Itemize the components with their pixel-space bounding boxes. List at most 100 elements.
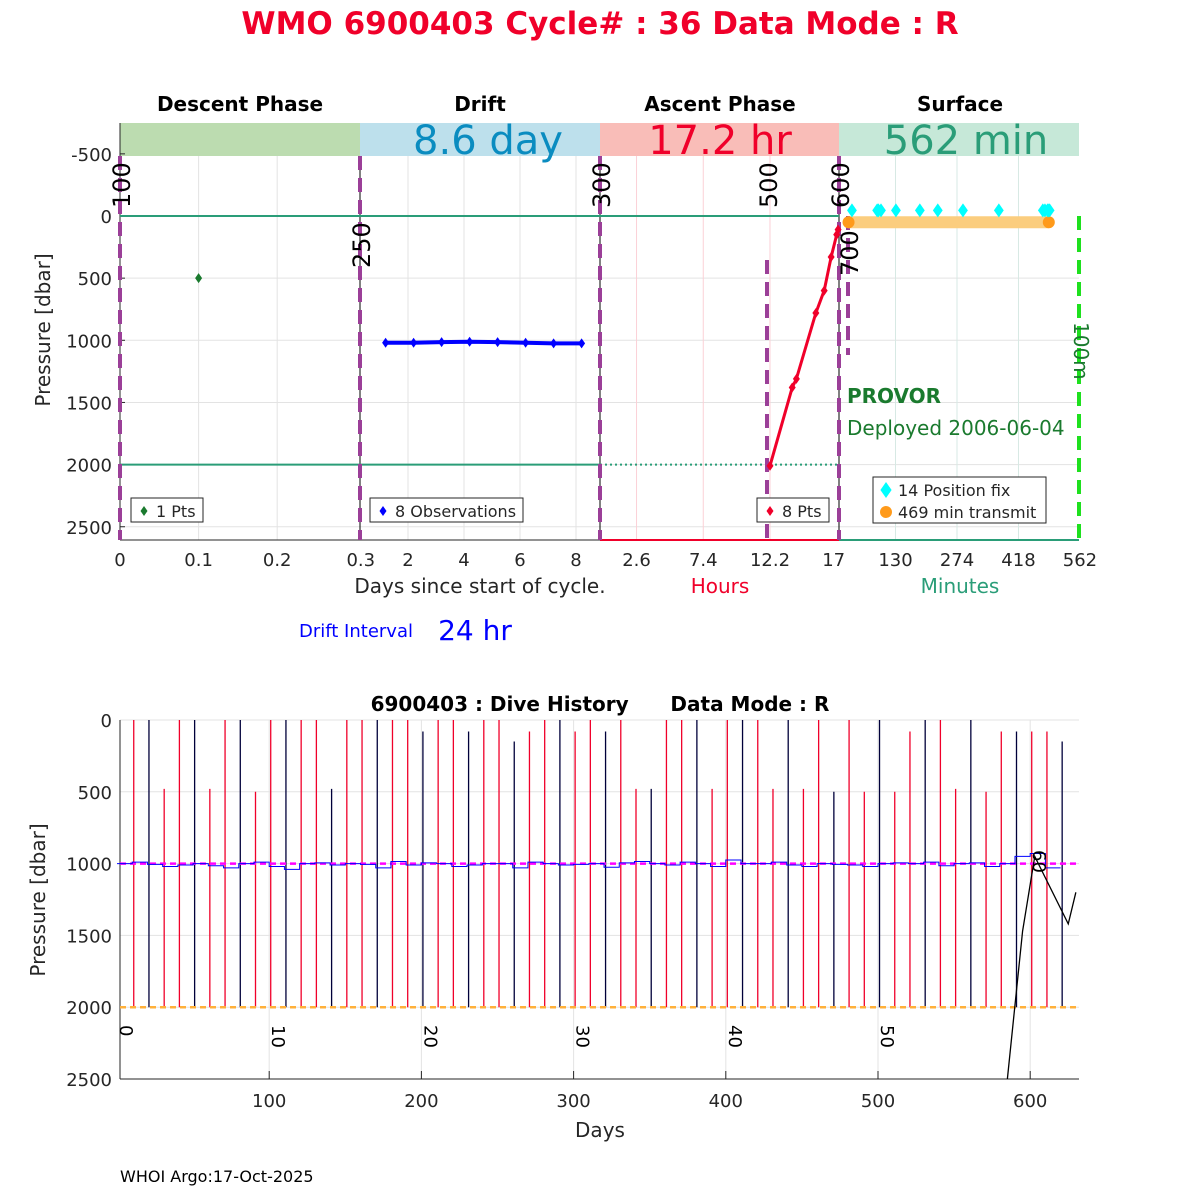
cycle-label: 40 (724, 1025, 745, 1048)
drift-point (438, 337, 446, 348)
dive-history-x-label: Days (575, 1118, 625, 1142)
y-tick-label: 0 (101, 711, 112, 732)
float-type: PROVOR (847, 384, 941, 408)
ascent-point (792, 373, 800, 384)
phase-band-3 (839, 123, 1079, 156)
phase-band-2 (600, 123, 839, 156)
x-axis-label-hours: Hours (691, 574, 750, 598)
x-tick-label-minutes: 418 (1001, 550, 1035, 571)
x-tick-label-drift: 6 (514, 550, 525, 571)
x-tick-label-minutes: 274 (940, 550, 974, 571)
y-tick-label: 1500 (66, 926, 112, 947)
drift-interval-value: 24 hr (438, 614, 512, 647)
x-tick-label: 400 (709, 1091, 743, 1112)
x-tick-label-drift: 4 (458, 550, 469, 571)
dive-history-y-label: Pressure [dbar] (26, 823, 50, 976)
cycle-label: 10 (267, 1025, 288, 1048)
legend-marker (140, 506, 148, 516)
y-axis-label: Pressure [dbar] (31, 253, 55, 406)
legend-box (369, 497, 524, 523)
x-tick-label-minutes: 130 (878, 550, 912, 571)
y-tick-label: -500 (71, 145, 112, 166)
ascent-duration: 17.2 hr (648, 118, 792, 164)
y-tick-label: 1000 (66, 855, 112, 876)
ascent-point (812, 307, 820, 318)
drift-point (494, 337, 502, 348)
legend-label: 1 Pts (156, 502, 196, 521)
y-tick-label: 1000 (66, 331, 112, 352)
marker-label: 600 (827, 162, 855, 208)
deployment-date: Deployed 2006-06-04 (847, 416, 1065, 440)
x-tick-label: 600 (1013, 1091, 1047, 1112)
x-tick-label-hours: 12.2 (750, 550, 790, 571)
position-fix-point (891, 203, 901, 218)
x-tick-label-days: 0.1 (184, 550, 213, 571)
legend-marker (379, 506, 387, 516)
cycle-label: 0 (115, 1025, 136, 1036)
transmit-point (1042, 216, 1055, 229)
ascent-point (820, 285, 828, 296)
drift-duration: 8.6 day (413, 118, 563, 164)
marker-label: 500 (755, 162, 783, 208)
position-fix-point (932, 203, 943, 218)
x-tick-label-drift: 8 (570, 550, 581, 571)
x-axis-label-days: Days since start of cycle. (354, 574, 605, 598)
x-tick-label: 500 (861, 1091, 895, 1112)
cycle-label: 20 (419, 1025, 440, 1048)
ascent-point (788, 382, 796, 393)
phase-surface-label: Surface (917, 92, 1003, 116)
legend-label: 14 Position fix (898, 481, 1010, 500)
phase-band-1 (360, 123, 600, 156)
drift-interval-label: Drift Interval (299, 621, 413, 642)
marker-label: 700 (836, 230, 864, 276)
dive-history-title: 6900403 : Dive History Data Mode : R (371, 692, 830, 716)
y-tick-label: 2500 (66, 518, 112, 539)
cycle-label: 50 (876, 1025, 897, 1048)
y-tick-label: 500 (78, 269, 112, 290)
x-tick-label-hours: 7.4 (689, 550, 718, 571)
drift-point (410, 337, 418, 348)
legend-marker (880, 482, 892, 498)
legend-label: 469 min transmit (898, 503, 1036, 522)
position-fix-point (958, 203, 968, 218)
dive-history-panel: 0 500 1000 1500 2000 2500 100 200 300 400 500 600 0 1… (66, 711, 1079, 1112)
phase-ascent-label: Ascent Phase (644, 92, 795, 116)
position-fix-point (914, 203, 925, 218)
drift-point (522, 337, 530, 348)
x-tick-label-minutes: 562 (1063, 550, 1097, 571)
cycle-label: 60 (1028, 850, 1049, 873)
position-fix-point (876, 203, 886, 218)
marker-label-100m: 100m (1069, 322, 1093, 380)
phase-band-0 (120, 123, 360, 156)
legend-label: 8 Pts (782, 502, 822, 521)
ascent-line (768, 229, 840, 467)
x-tick-label: 200 (404, 1091, 438, 1112)
x-tick-label-days: 0 (114, 550, 125, 571)
y-tick-label: 2000 (66, 998, 112, 1019)
trajectory-line (1006, 854, 1077, 1080)
drift-pressure-series (117, 853, 1061, 870)
drift-point (578, 338, 586, 349)
marker-label: 250 (348, 222, 376, 268)
x-tick-label-days: 0.3 (346, 550, 375, 571)
drift-point (466, 336, 474, 347)
y-tick-label: 500 (78, 783, 112, 804)
y-tick-label: 2500 (66, 1070, 112, 1091)
transmit-point (842, 216, 855, 229)
ascent-point (827, 252, 835, 263)
ascent-point (834, 224, 842, 235)
ascent-point (766, 460, 774, 471)
marker-label: 100 (108, 162, 136, 208)
drift-point (382, 337, 390, 348)
surface-duration: 562 min (884, 118, 1049, 164)
x-axis-label-minutes: Minutes (921, 574, 1000, 598)
legend-label: 8 Observations (395, 502, 516, 521)
y-tick-label: 1500 (66, 393, 112, 414)
drift-point (550, 338, 558, 349)
cycle-label: 30 (572, 1025, 593, 1048)
legend-marker (880, 506, 892, 518)
x-tick-label-hours: 17 (822, 550, 845, 571)
y-tick-label: 2000 (66, 456, 112, 477)
legend-box (872, 476, 1047, 524)
